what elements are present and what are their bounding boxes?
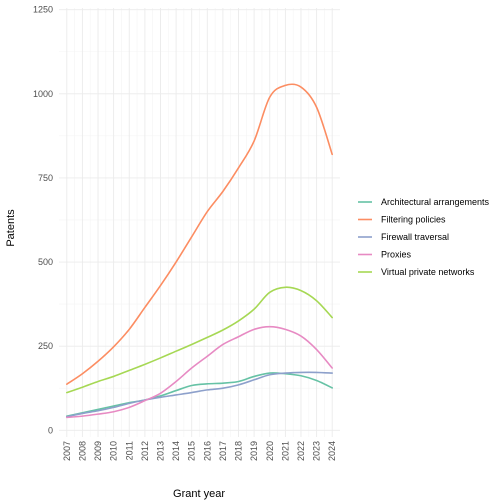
legend-label-firewall-traversal: Firewall traversal (381, 232, 449, 242)
x-tick-label: 2023 (312, 441, 322, 461)
y-tick-label: 500 (38, 257, 53, 267)
x-tick-label: 2008 (77, 441, 87, 461)
x-tick-label: 2013 (155, 441, 165, 461)
x-tick-label: 2019 (249, 441, 259, 461)
y-tick-label: 1000 (33, 89, 53, 99)
x-tick-label: 2024 (327, 441, 337, 461)
legend-label-architectural-arrangements: Architectural arrangements (381, 197, 490, 207)
x-tick-label: 2022 (296, 441, 306, 461)
x-tick-label: 2018 (234, 441, 244, 461)
y-tick-labels: 0 250 500 750 1000 1250 (33, 5, 53, 436)
legend-label-proxies: Proxies (381, 250, 412, 260)
x-tick-label: 2021 (280, 441, 290, 461)
x-tick-label: 2014 (171, 441, 181, 461)
x-tick-label: 2015 (187, 441, 197, 461)
x-tick-label: 2020 (265, 441, 275, 461)
x-tick-labels: 2007 2008 2009 2010 2011 2012 2013 2014 2015 2016… (62, 441, 337, 461)
y-tick-label: 0 (48, 425, 53, 435)
y-tick-label: 750 (38, 173, 53, 183)
x-tick-label: 2017 (218, 441, 228, 461)
x-tick-label: 2016 (202, 441, 212, 461)
x-axis-title: Grant year (173, 488, 225, 500)
x-tick-label: 2010 (109, 441, 119, 461)
y-tick-label: 1250 (33, 5, 53, 15)
legend-label-virtual-private-networks: Virtual private networks (381, 267, 475, 277)
y-axis-title: Patents (5, 209, 17, 247)
legend-label-filtering-policies: Filtering policies (381, 215, 446, 225)
x-tick-label: 2012 (140, 441, 150, 461)
x-tick-label: 2009 (93, 441, 103, 461)
legend: Architectural arrangements Filtering poli… (358, 197, 490, 277)
x-tick-label: 2007 (62, 441, 72, 461)
x-tick-label: 2011 (124, 441, 134, 460)
y-tick-label: 250 (38, 341, 53, 351)
